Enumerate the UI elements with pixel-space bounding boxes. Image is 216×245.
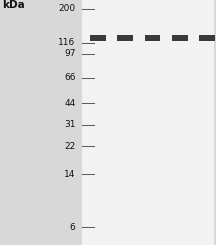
Text: kDa: kDa [2, 0, 25, 10]
Bar [199, 35, 215, 41]
Text: 44: 44 [64, 98, 76, 108]
Text: 14: 14 [64, 170, 76, 179]
Bar [172, 35, 188, 41]
Bar [145, 35, 160, 41]
Text: 31: 31 [64, 120, 76, 129]
Text: 66: 66 [64, 73, 76, 82]
Bar [90, 35, 106, 41]
Text: 97: 97 [64, 49, 76, 58]
Bar [82, 0, 214, 245]
Text: 6: 6 [70, 223, 76, 232]
Text: 200: 200 [59, 4, 76, 13]
Text: 116: 116 [58, 38, 76, 47]
Bar [117, 35, 133, 41]
Text: 22: 22 [64, 142, 76, 151]
